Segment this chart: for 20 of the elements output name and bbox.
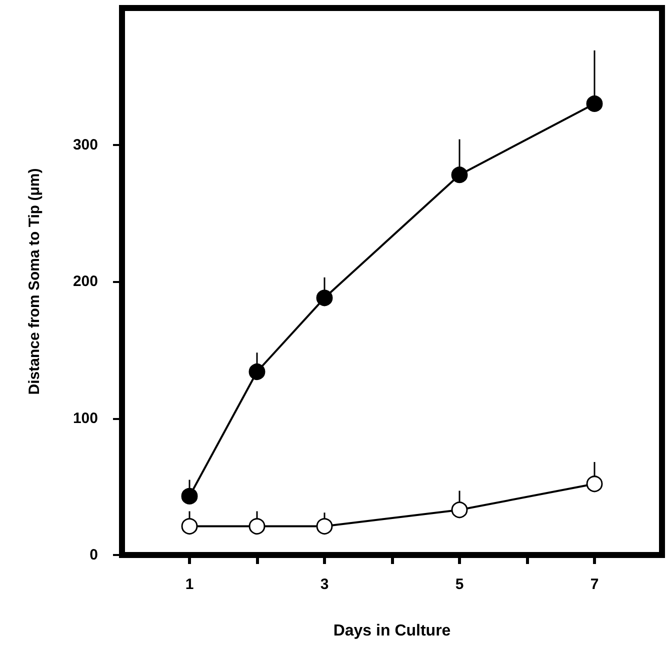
x-tick-label: 5 [455, 576, 464, 593]
y-tick-label: 0 [90, 546, 98, 564]
y-axis-title: Distance from Soma to Tip (μm) [26, 168, 43, 395]
point [181, 488, 198, 504]
x-axis-title: Days in Culture [333, 622, 451, 640]
y-tick-label: 100 [72, 410, 98, 427]
y-tick-label: 200 [72, 273, 98, 290]
point [586, 95, 603, 112]
point [316, 518, 333, 535]
point [451, 166, 468, 184]
point [248, 364, 266, 380]
x-tick-label: 3 [320, 576, 329, 593]
x-tick-label: 7 [590, 576, 599, 593]
point [451, 502, 468, 518]
point [586, 476, 603, 492]
point [248, 518, 266, 535]
point [316, 290, 333, 306]
y-tick-label: 300 [72, 136, 98, 154]
point [181, 518, 198, 535]
x-tick-label: 1 [185, 576, 194, 593]
